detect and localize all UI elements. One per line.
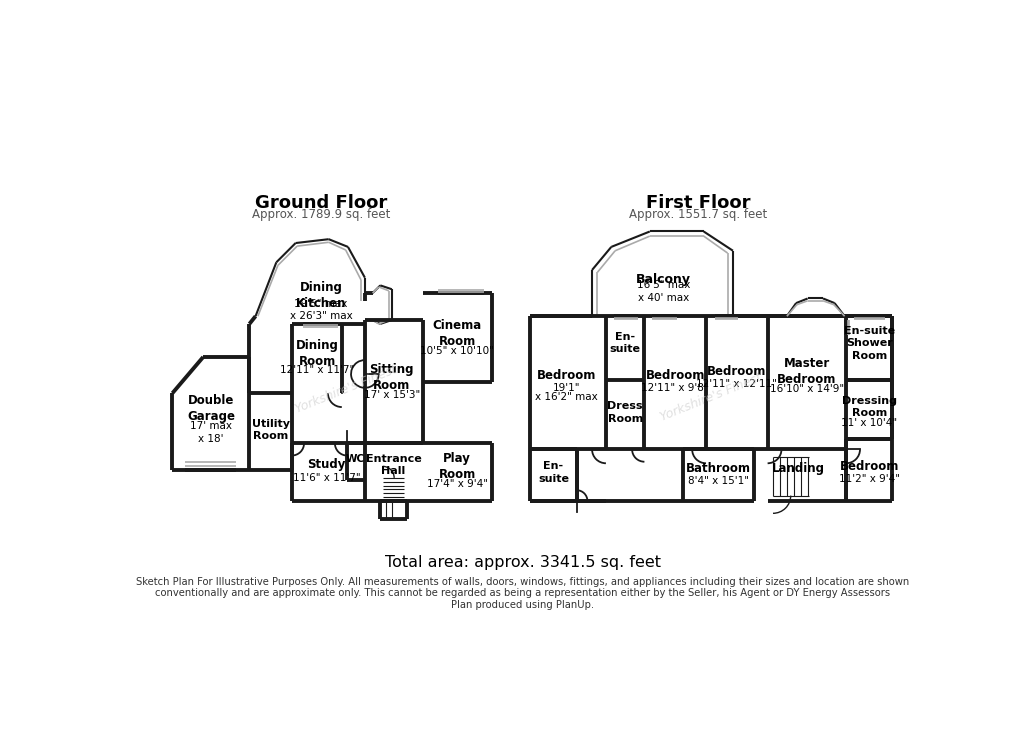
Text: Total area: approx. 3341.5 sq. feet: Total area: approx. 3341.5 sq. feet bbox=[384, 555, 660, 570]
Text: First Floor: First Floor bbox=[645, 194, 750, 212]
Text: 16'5" max
x 40' max: 16'5" max x 40' max bbox=[636, 280, 690, 303]
Text: Entrance
Hall: Entrance Hall bbox=[365, 453, 421, 476]
Text: 19'1": 19'1" bbox=[552, 383, 580, 393]
Text: Approx. 1789.9 sq. feet: Approx. 1789.9 sq. feet bbox=[252, 208, 390, 221]
Text: Dining
Kitchen: Dining Kitchen bbox=[296, 281, 345, 310]
Text: 10'5" x 10'10": 10'5" x 10'10" bbox=[420, 346, 494, 356]
Text: Yorkshire's Finest: Yorkshire's Finest bbox=[658, 371, 763, 424]
Text: Balcony: Balcony bbox=[636, 274, 691, 286]
Text: Master
Bedroom: Master Bedroom bbox=[776, 357, 836, 386]
Text: Play
Room: Play Room bbox=[438, 452, 476, 481]
Text: 19'5" max
x 26'3" max: 19'5" max x 26'3" max bbox=[289, 299, 352, 321]
Text: Bedroom: Bedroom bbox=[706, 365, 765, 378]
Text: Plan produced using PlanUp.: Plan produced using PlanUp. bbox=[450, 600, 594, 610]
Text: 12'11" x 9'8": 12'11" x 9'8" bbox=[641, 383, 708, 393]
Text: 12'11" x 11'7": 12'11" x 11'7" bbox=[280, 365, 354, 375]
Text: Bathroom: Bathroom bbox=[685, 462, 750, 475]
Text: Dress
Room: Dress Room bbox=[607, 401, 642, 424]
Text: Ground Floor: Ground Floor bbox=[255, 194, 387, 212]
Text: conventionally and are approximate only. This cannot be regarded as being a repr: conventionally and are approximate only.… bbox=[155, 588, 890, 598]
Text: Bedroom: Bedroom bbox=[839, 460, 898, 473]
Text: 16'10" x 14'9": 16'10" x 14'9" bbox=[769, 384, 843, 394]
Text: 17' max
x 18': 17' max x 18' bbox=[190, 421, 231, 444]
Text: En-
suite: En- suite bbox=[609, 332, 640, 355]
Text: 8'4" x 15'1": 8'4" x 15'1" bbox=[687, 476, 748, 486]
Text: 11' x 10'4": 11' x 10'4" bbox=[841, 418, 897, 428]
Text: Approx. 1551.7 sq. feet: Approx. 1551.7 sq. feet bbox=[629, 208, 766, 221]
Text: Bedroom: Bedroom bbox=[645, 369, 704, 382]
Text: En-suite
Shower
Room: En-suite Shower Room bbox=[843, 326, 894, 361]
Text: En-
suite: En- suite bbox=[538, 462, 569, 484]
Text: 17'4" x 9'4": 17'4" x 9'4" bbox=[426, 479, 487, 489]
Text: 11'6" x 11'7": 11'6" x 11'7" bbox=[292, 473, 360, 483]
Text: Dining
Room: Dining Room bbox=[296, 338, 338, 367]
Text: x 16'2" max: x 16'2" max bbox=[535, 392, 597, 402]
Text: Sketch Plan For Illustrative Purposes Only. All measurements of walls, doors, wi: Sketch Plan For Illustrative Purposes On… bbox=[136, 577, 909, 587]
Text: Bedroom: Bedroom bbox=[536, 369, 596, 382]
Text: Dressing
Room: Dressing Room bbox=[841, 395, 896, 418]
Text: Sitting
Room: Sitting Room bbox=[369, 364, 414, 393]
Text: 12'11" x 12'11": 12'11" x 12'11" bbox=[696, 379, 776, 389]
Text: Cinema
Room: Cinema Room bbox=[432, 319, 481, 349]
Text: 17' x 15'3": 17' x 15'3" bbox=[364, 390, 420, 401]
Text: Utility
Room: Utility Room bbox=[252, 419, 289, 441]
Text: Study: Study bbox=[307, 459, 345, 471]
Text: Yorkshire's Finest: Yorkshire's Finest bbox=[292, 363, 398, 416]
Text: WC: WC bbox=[345, 453, 365, 464]
Text: Double
Garage: Double Garage bbox=[186, 394, 234, 423]
Text: Landing: Landing bbox=[771, 462, 824, 475]
Text: 11'2" x 9'4": 11'2" x 9'4" bbox=[838, 473, 899, 484]
